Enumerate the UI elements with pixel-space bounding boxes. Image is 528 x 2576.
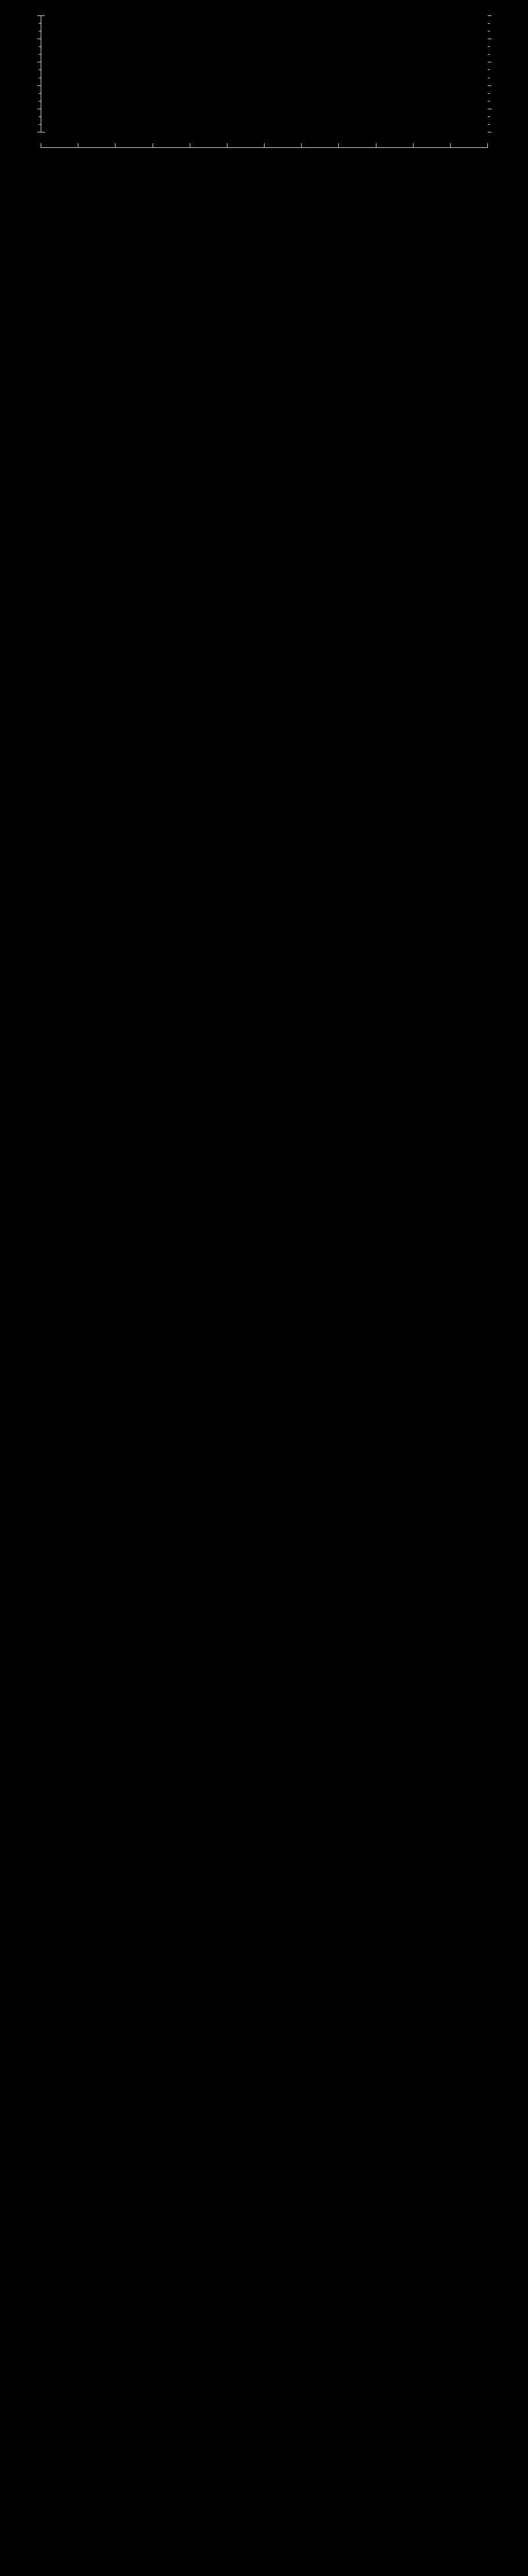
y-right-minor-tick: [488, 54, 490, 55]
x-tick: [115, 143, 116, 147]
y-minor-tick: [39, 23, 41, 24]
x-tick: [487, 143, 488, 147]
x-tick: [264, 143, 265, 147]
x-tick: [338, 143, 339, 147]
y-right-minor-tick: [488, 124, 490, 125]
y-right-minor-tick: [488, 23, 490, 24]
y-minor-tick: [39, 54, 41, 55]
y-minor-tick: [39, 93, 41, 94]
spectrogram-panel: [0, 1, 528, 177]
x-tick: [450, 143, 451, 147]
x-tick: [413, 143, 414, 147]
y-right-minor-tick: [488, 93, 490, 94]
y-minor-tick: [39, 124, 41, 125]
x-axis-line: [41, 147, 488, 148]
y-right-tick: [488, 15, 491, 16]
spectrogram-canvas: [41, 15, 487, 132]
y-axis-cap: [41, 15, 45, 16]
x-tick: [301, 143, 302, 147]
spectrogram-stack: [0, 1, 528, 177]
y-right-minor-tick: [488, 116, 490, 117]
y-major-tick: [37, 15, 41, 16]
y-minor-tick: [39, 116, 41, 117]
y-right-minor-tick: [488, 46, 490, 47]
y-minor-tick: [39, 46, 41, 47]
